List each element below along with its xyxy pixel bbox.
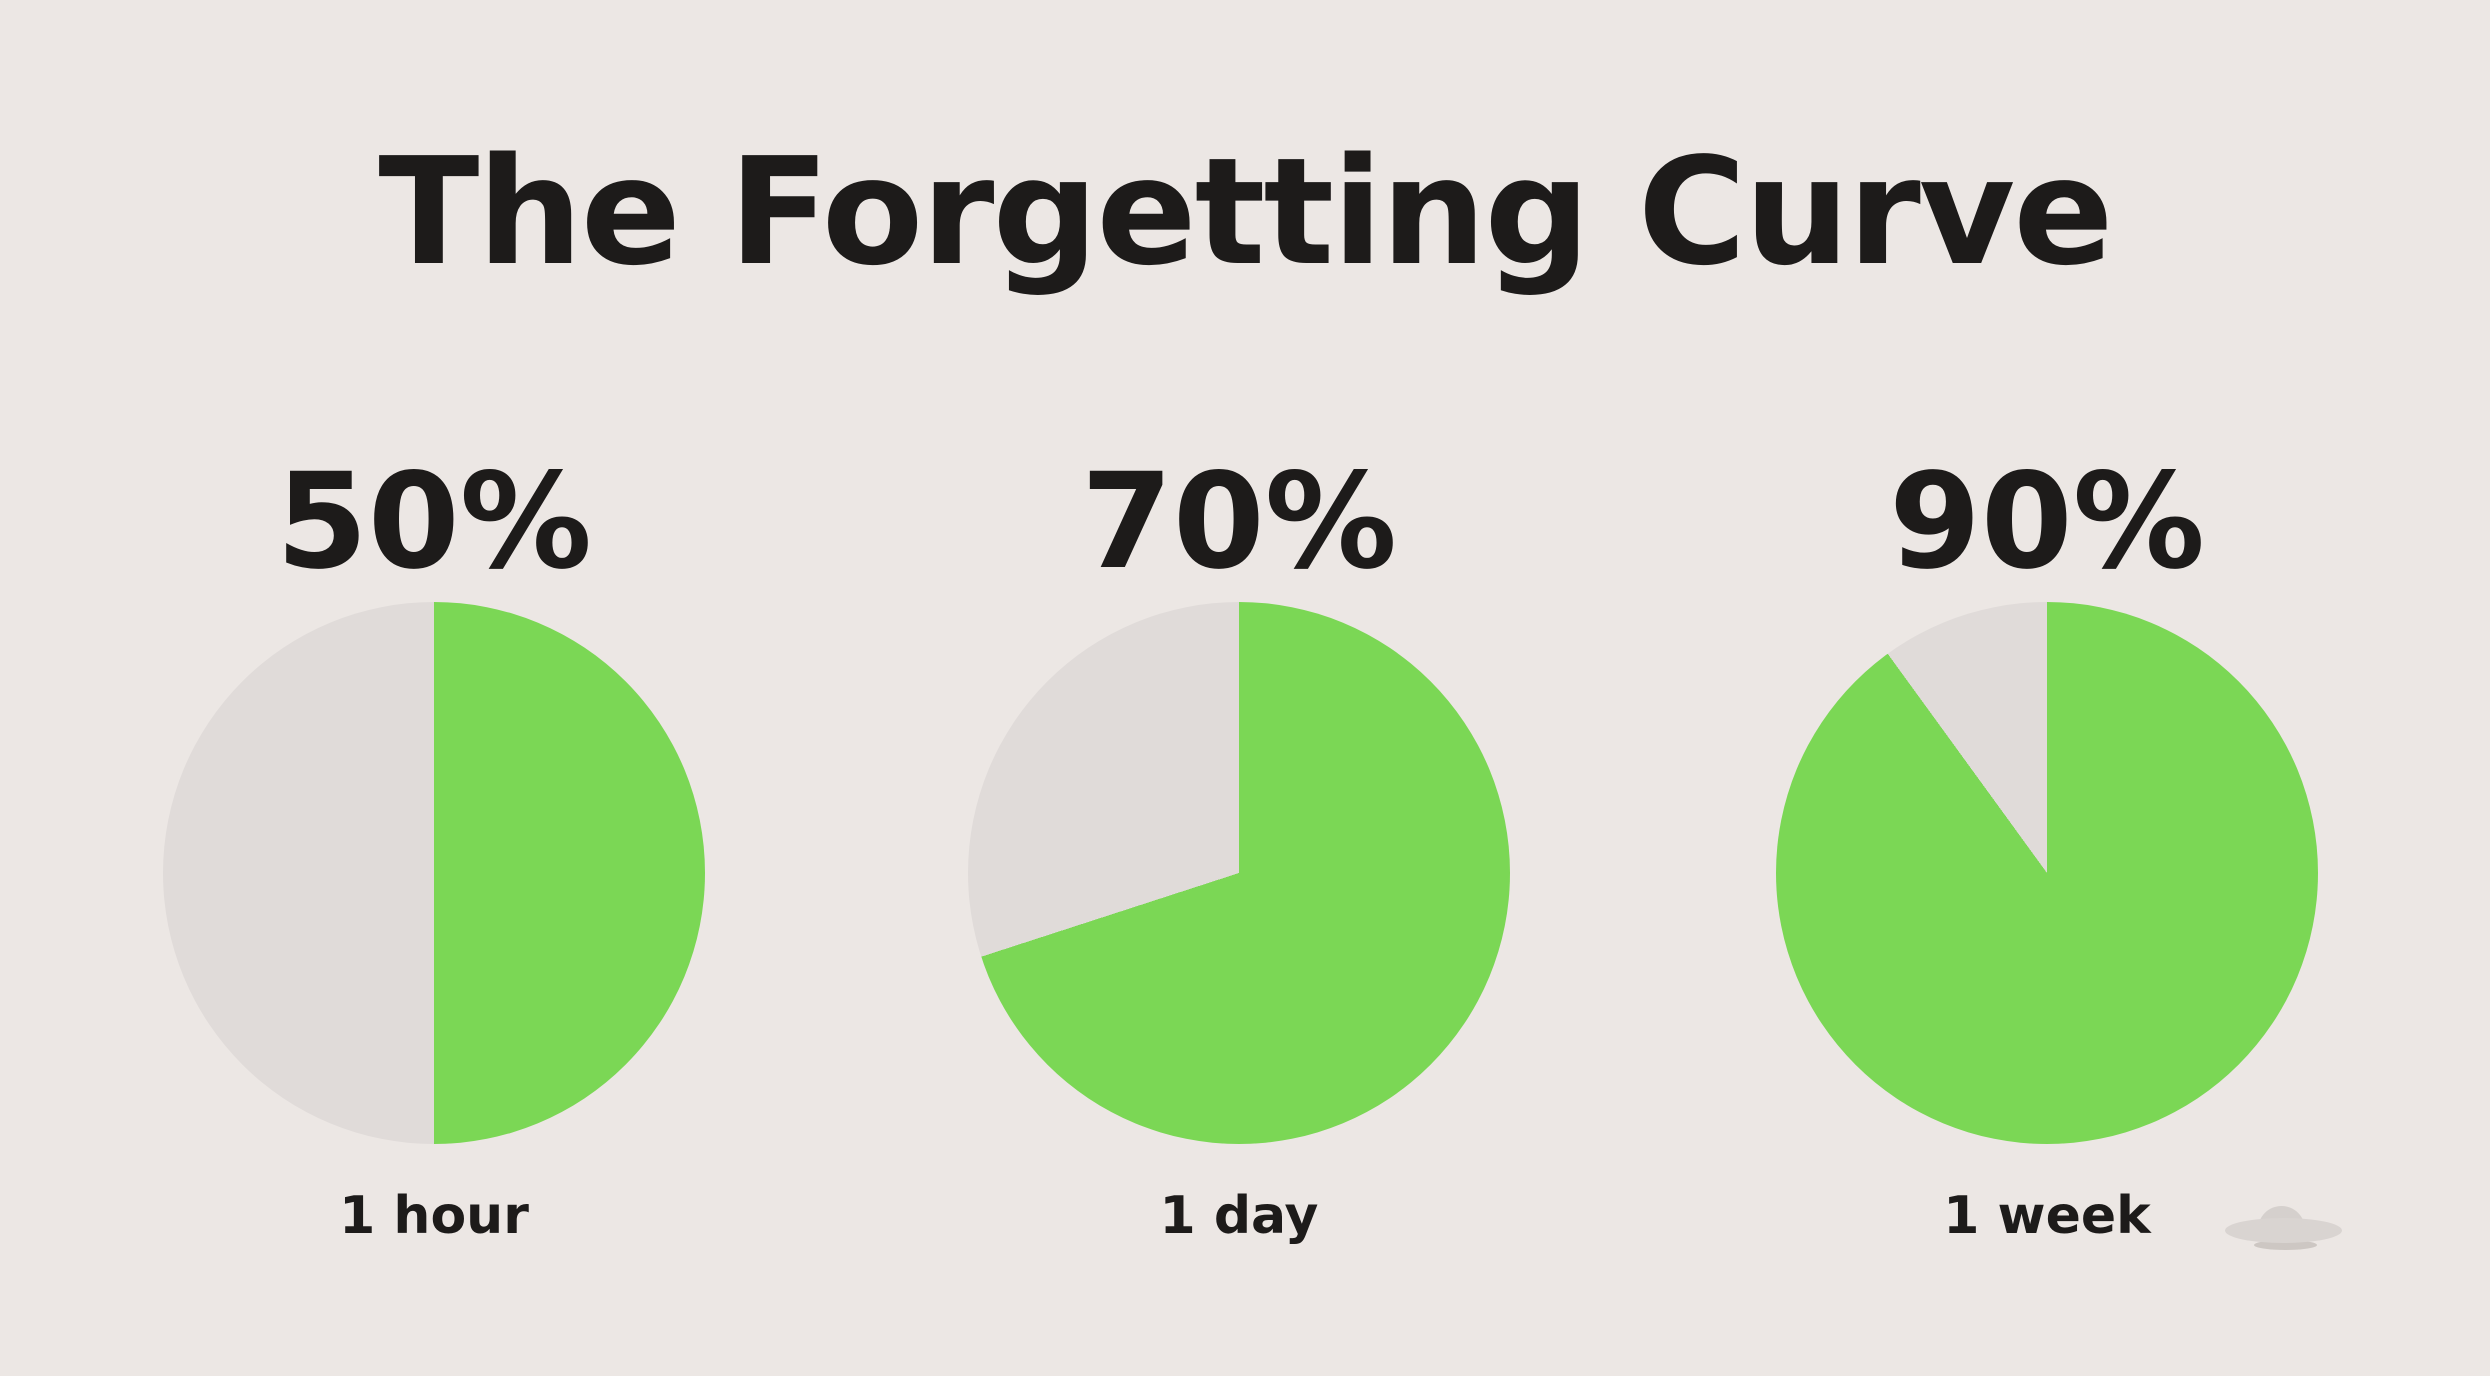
time-label: 1 day [1159, 1186, 1319, 1246]
percent-label: 70% [1081, 445, 1397, 599]
pie-group-1hour: 50% 1 hour [163, 0, 705, 1376]
ufo-icon [2224, 1204, 2344, 1256]
pie-chart-1week [1776, 602, 2318, 1144]
pie-group-1day: 70% 1 day [968, 0, 1510, 1376]
page-title: The Forgetting Curve [378, 126, 2113, 298]
pie-group-1week: 90% 1 week [1776, 0, 2318, 1376]
ufo-rim [2254, 1240, 2317, 1250]
percent-label: 50% [276, 445, 592, 599]
time-label: 1 hour [339, 1186, 529, 1246]
pie-chart-1day [968, 602, 1510, 1144]
time-label: 1 week [1943, 1186, 2151, 1246]
ufo-body [2225, 1218, 2342, 1243]
pie-chart-1hour [163, 602, 705, 1144]
percent-label: 90% [1889, 445, 2205, 599]
